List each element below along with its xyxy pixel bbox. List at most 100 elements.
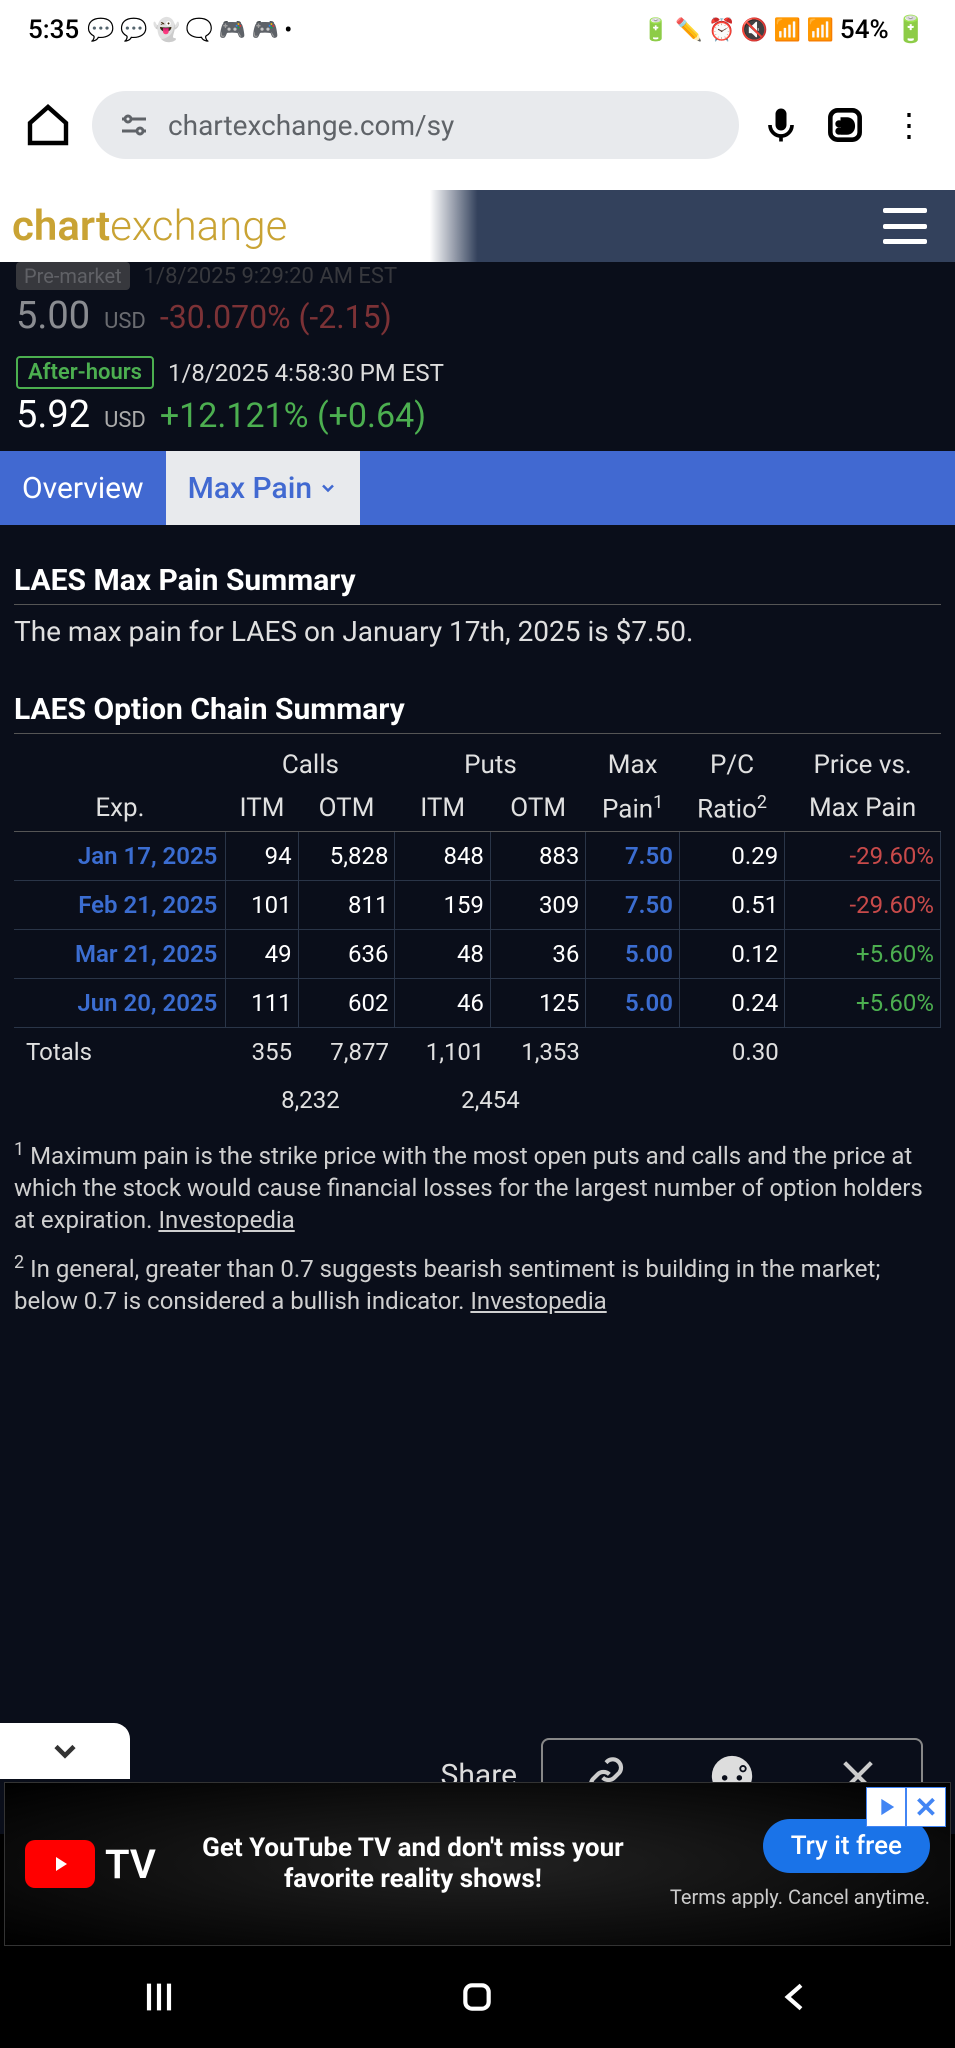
tab-overview[interactable]: Overview (0, 451, 166, 525)
footnote-2: 2 In general, greater than 0.7 suggests … (14, 1251, 941, 1318)
th-puts: Puts (395, 744, 586, 786)
battery-text: 54% (840, 15, 889, 45)
th-pricevs: Price vs. (785, 744, 941, 786)
ad-banner[interactable]: ✕ TV Get YouTube TV and don't miss your … (4, 1782, 951, 1946)
th-cotm: OTM (298, 786, 395, 831)
browser-chrome: chartexchange.com/sy :D ⋮ (0, 60, 955, 190)
th-pc: P/C (679, 744, 784, 786)
cell-citm: 111 (226, 978, 298, 1027)
cell-pitm: 48 (395, 929, 490, 978)
cell-pitm: 46 (395, 978, 490, 1027)
nav-home-button[interactable] (437, 1972, 517, 2022)
premarket-timestamp: 1/8/2025 9:29:20 AM EST (144, 264, 397, 289)
price-area: Pre-market 1/8/2025 9:29:20 AM EST 5.00 … (0, 262, 955, 451)
premarket-badge: Pre-market (16, 262, 130, 290)
cell-pc: 0.12 (679, 929, 784, 978)
th-exp: Exp. (14, 786, 226, 831)
table-row: Jun 20, 2025111602461255.000.24+5.60% (14, 978, 941, 1027)
table-row: Jan 17, 2025945,8288488837.500.29-29.60% (14, 831, 941, 880)
site-header: chartexchange (0, 190, 955, 262)
status-time: 5:35 (28, 15, 79, 45)
ad-cta-button[interactable]: Try it free (763, 1819, 930, 1873)
cell-pvm: +5.60% (785, 929, 941, 978)
th-maxpain2: Max Pain (785, 786, 941, 831)
cell-citm: 49 (226, 929, 298, 978)
cell-cotm: 636 (298, 929, 395, 978)
tab-button[interactable]: :D (823, 103, 867, 147)
subtotals-row: 8,2322,454 (14, 1076, 941, 1124)
url-bar[interactable]: chartexchange.com/sy (92, 91, 739, 159)
afterhours-change: +12.121% (+0.64) (160, 396, 426, 436)
afterhours-timestamp: 1/8/2025 4:58:30 PM EST (168, 359, 444, 387)
ad-info-icon[interactable] (866, 1787, 906, 1827)
cell-pc: 0.24 (679, 978, 784, 1027)
cell-date[interactable]: Feb 21, 2025 (14, 880, 226, 929)
maxpain-summary-text: The max pain for LAES on January 17th, 2… (14, 615, 941, 648)
cell-cotm: 5,828 (298, 831, 395, 880)
footnote-1: 1 Maximum pain is the strike price with … (14, 1138, 941, 1237)
ad-close-icon[interactable]: ✕ (906, 1787, 946, 1827)
cell-citm: 101 (226, 880, 298, 929)
status-bar: 5:35 💬 💬 👻 🗨️ 🎮 🎮 • 🔋 ✏️ ⏰ 🔇 📶 📶 54% 🔋 (0, 0, 955, 60)
cell-date[interactable]: Jan 17, 2025 (14, 831, 226, 880)
cell-potm: 883 (490, 831, 585, 880)
option-chain-table: Calls Puts Max P/C Price vs. Exp. ITM OT… (14, 744, 941, 1124)
maxpain-summary-title: LAES Max Pain Summary (14, 563, 941, 605)
ad-terms: Terms apply. Cancel anytime. (670, 1885, 930, 1909)
battery-icon: 🔋 (895, 15, 927, 45)
totals-row: Totals3557,8771,1011,3530.30 (14, 1027, 941, 1076)
cell-pitm: 848 (395, 831, 490, 880)
totals-label: Totals (14, 1027, 226, 1076)
cell-maxpain: 5.00 (586, 929, 680, 978)
th-max: Max (586, 744, 680, 786)
cell-pitm: 159 (395, 880, 490, 929)
cell-pc: 0.51 (679, 880, 784, 929)
cell-maxpain: 7.50 (586, 831, 680, 880)
cell-cotm: 602 (298, 978, 395, 1027)
more-button[interactable]: ⋮ (887, 103, 931, 147)
tabs: Overview Max Pain (0, 451, 955, 525)
th-citm: ITM (226, 786, 298, 831)
cell-potm: 36 (490, 929, 585, 978)
logo[interactable]: chartexchange (12, 202, 287, 251)
main-content: LAES Max Pain Summary The max pain for L… (0, 525, 955, 1834)
youtube-icon (25, 1840, 95, 1888)
hamburger-menu[interactable] (883, 208, 927, 244)
home-button[interactable] (24, 101, 72, 149)
chain-summary-title: LAES Option Chain Summary (14, 692, 941, 734)
cell-maxpain: 5.00 (586, 978, 680, 1027)
cell-pvm: -29.60% (785, 880, 941, 929)
svg-text::D: :D (836, 116, 853, 137)
collapse-tab[interactable] (0, 1723, 130, 1779)
tab-maxpain[interactable]: Max Pain (166, 451, 360, 525)
afterhours-currency: USD (104, 408, 146, 433)
footnote-1-link[interactable]: Investopedia (158, 1206, 294, 1234)
afterhours-price: 5.92 (16, 393, 90, 437)
premarket-change: -30.070% (-2.15) (160, 298, 392, 336)
ad-text: Get YouTube TV and don't miss your favor… (156, 1833, 670, 1895)
nav-back-button[interactable] (756, 1972, 836, 2022)
nav-recent-button[interactable] (119, 1972, 199, 2022)
th-pain: Pain1 (586, 786, 680, 831)
ad-logo: TV (25, 1840, 156, 1888)
afterhours-badge: After-hours (16, 356, 154, 389)
premarket-price: 5.00 (16, 294, 90, 338)
cell-potm: 125 (490, 978, 585, 1027)
cell-maxpain: 7.50 (586, 880, 680, 929)
th-pitm: ITM (395, 786, 490, 831)
table-row: Feb 21, 20251018111593097.500.51-29.60% (14, 880, 941, 929)
url-text: chartexchange.com/sy (168, 109, 454, 142)
android-navbar (0, 1946, 955, 2048)
th-potm: OTM (490, 786, 585, 831)
premarket-currency: USD (104, 309, 146, 334)
cell-cotm: 811 (298, 880, 395, 929)
cell-date[interactable]: Mar 21, 2025 (14, 929, 226, 978)
footnote-2-link[interactable]: Investopedia (470, 1287, 606, 1315)
ad-tv-text: TV (105, 1841, 156, 1888)
notification-icons: 💬 💬 👻 🗨️ 🎮 🎮 • (87, 18, 292, 43)
cell-potm: 309 (490, 880, 585, 929)
status-icons: 🔋 ✏️ ⏰ 🔇 📶 📶 (642, 18, 834, 43)
cell-pvm: +5.60% (785, 978, 941, 1027)
cell-date[interactable]: Jun 20, 2025 (14, 978, 226, 1027)
mic-button[interactable] (759, 103, 803, 147)
